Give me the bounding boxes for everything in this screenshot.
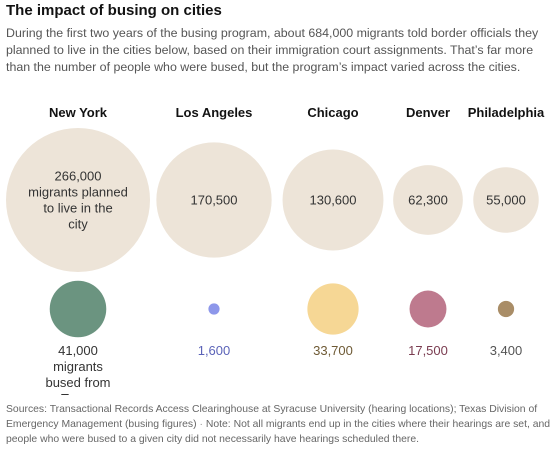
- bused-bubble-chicago: [307, 283, 359, 335]
- city-label-los-angeles: Los Angeles: [176, 105, 253, 120]
- footnote: Note: Not all migrants end up in the cit…: [6, 419, 551, 445]
- bused-label-philadelphia: 3,400: [490, 343, 523, 358]
- planned-label-philadelphia: 55,000: [486, 193, 526, 208]
- planned-label-denver: 62,300: [408, 193, 448, 208]
- planned-bubble-los-angeles: [156, 142, 272, 258]
- chart-title: The impact of busing on cities: [6, 2, 222, 19]
- notes-separator: ·: [199, 419, 203, 430]
- city-label-denver: Denver: [406, 105, 450, 120]
- planned-label-new-york: 266,000 migrants planned to live in the cit…: [28, 169, 128, 232]
- bused-bubble-los-angeles: [208, 303, 220, 315]
- planned-bubble-philadelphia: [473, 167, 539, 233]
- chart-description: During the first two years of the busing…: [6, 26, 539, 74]
- planned-bubble-chicago: [282, 149, 384, 251]
- bused-label-denver: 17,500: [408, 343, 448, 358]
- bused-bubble-new-york: [49, 280, 107, 338]
- bused-bubble-denver: [409, 290, 447, 328]
- city-label-philadelphia: Philadelphia: [468, 105, 545, 120]
- bused-label-los-angeles: 1,600: [198, 343, 231, 358]
- city-label-new-york: New York: [49, 105, 108, 120]
- chart-notes: Sources: Transactional Records Access Cl…: [6, 402, 554, 447]
- planned-label-los-angeles: 170,500: [191, 193, 238, 208]
- bused-bubble-philadelphia: [497, 300, 515, 318]
- planned-bubble-denver: [393, 165, 463, 235]
- planned-bubble-new-york: [6, 128, 150, 272]
- sources-note: Sources: Transactional Records Access Cl…: [6, 404, 538, 430]
- bubble-chart: New York 266,000 migrants planned to live i…: [6, 105, 545, 395]
- planned-label-chicago: 130,600: [310, 193, 357, 208]
- bused-label-chicago: 33,700: [313, 343, 353, 358]
- city-label-chicago: Chicago: [307, 105, 358, 120]
